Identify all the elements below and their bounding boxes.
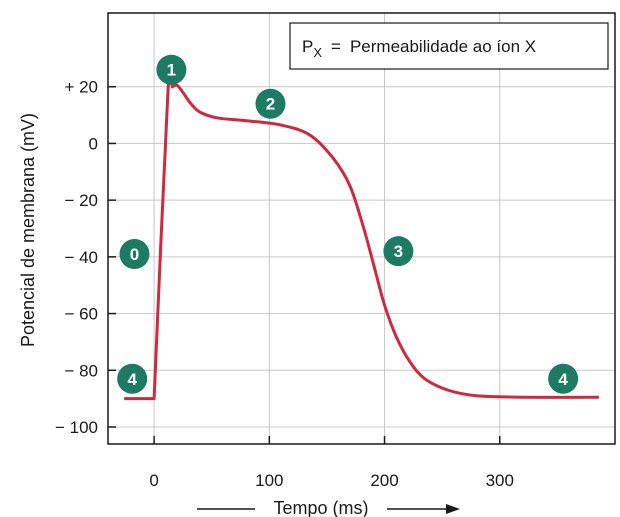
x-axis: 0 100 200 300 [149,436,514,490]
phase-number: 4 [127,370,137,389]
y-tick-label: − 40 [64,248,98,267]
phase-circle [117,363,148,394]
x-axis-title: Tempo (ms) [273,498,368,517]
x-tick-label: 300 [486,471,514,490]
legend-equals: = [331,37,341,56]
grid-lines [108,13,615,444]
phase-marker-4: 4 [117,363,148,394]
x-tick-label: 100 [255,471,283,490]
phase-marker-1: 1 [156,54,187,85]
phase-marker-2: 2 [255,88,286,119]
y-tick-label: + 20 [64,78,98,97]
x-tick-label: 0 [149,471,158,490]
y-tick-label: − 80 [64,361,98,380]
phase-number: 0 [130,245,139,264]
phase-marker-3: 3 [383,236,414,267]
phase-circle [548,363,579,394]
phase-number: 3 [394,242,403,261]
phase-circle [119,239,150,270]
phase-circle [383,236,414,267]
y-tick-label: 0 [89,134,98,153]
legend-box: PX = Permeabilidade ao íon X [289,22,609,70]
legend-subscript: X [313,45,322,60]
y-tick-label: − 100 [55,418,98,437]
legend-label: PX = Permeabilidade ao íon X [302,37,536,60]
phase-markers: 0 1 2 3 4 4 [117,54,579,394]
phase-number: 1 [167,61,176,80]
y-tick-label: − 60 [64,305,98,324]
x-axis-title-group: Tempo (ms) [197,498,460,517]
legend-frame [289,22,609,70]
legend-symbol: P [302,37,313,56]
phase-number: 2 [266,95,275,114]
arrow-head-icon [446,504,460,514]
phase-number: 4 [558,370,568,389]
phase-circle [255,88,286,119]
y-axis: + 20 0 − 20 − 40 − 60 − 80 − 100 [55,78,116,437]
y-axis-title: Potencial de membrana (mV) [18,113,38,347]
phase-circle [156,54,187,85]
plot-frame [107,12,616,445]
y-tick-label: − 20 [64,191,98,210]
x-tick-label: 200 [370,471,398,490]
phase-marker-4: 4 [548,363,579,394]
legend-description: Permeabilidade ao íon X [350,37,536,56]
phase-marker-0: 0 [119,239,150,270]
series-line [123,66,600,401]
